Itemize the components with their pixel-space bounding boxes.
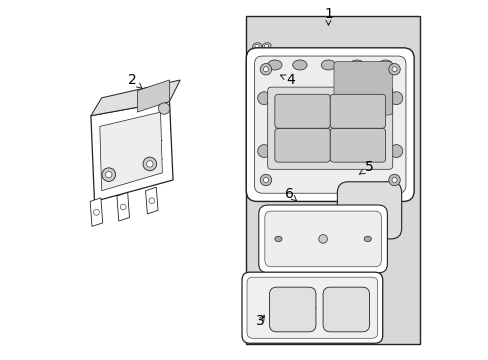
- Circle shape: [389, 92, 402, 105]
- Polygon shape: [90, 198, 102, 226]
- Ellipse shape: [264, 52, 268, 55]
- Circle shape: [158, 103, 169, 114]
- Circle shape: [260, 64, 271, 75]
- FancyBboxPatch shape: [274, 128, 329, 162]
- Polygon shape: [137, 80, 169, 112]
- Circle shape: [260, 174, 271, 186]
- FancyBboxPatch shape: [246, 48, 413, 202]
- Text: 3: 3: [256, 314, 264, 328]
- Circle shape: [318, 235, 326, 243]
- Polygon shape: [100, 112, 162, 191]
- Circle shape: [257, 92, 270, 105]
- Circle shape: [257, 145, 270, 157]
- Ellipse shape: [254, 52, 259, 55]
- Circle shape: [389, 145, 402, 157]
- Circle shape: [102, 168, 115, 181]
- Circle shape: [93, 210, 99, 215]
- Polygon shape: [91, 102, 173, 202]
- FancyBboxPatch shape: [323, 287, 369, 332]
- Ellipse shape: [264, 44, 268, 48]
- Text: 6: 6: [284, 187, 296, 201]
- Ellipse shape: [252, 43, 261, 49]
- Circle shape: [146, 161, 153, 167]
- Ellipse shape: [252, 51, 261, 57]
- FancyBboxPatch shape: [337, 182, 401, 239]
- FancyBboxPatch shape: [254, 56, 405, 193]
- Circle shape: [388, 174, 400, 186]
- FancyBboxPatch shape: [329, 128, 385, 162]
- Polygon shape: [117, 193, 129, 221]
- Circle shape: [149, 198, 154, 203]
- Text: 5: 5: [359, 161, 373, 175]
- Circle shape: [391, 177, 396, 183]
- Ellipse shape: [262, 51, 270, 57]
- Circle shape: [308, 304, 315, 311]
- Ellipse shape: [292, 60, 306, 70]
- FancyBboxPatch shape: [274, 94, 329, 128]
- Ellipse shape: [274, 236, 282, 242]
- FancyBboxPatch shape: [246, 277, 377, 338]
- Polygon shape: [145, 187, 158, 214]
- FancyBboxPatch shape: [333, 62, 391, 115]
- Circle shape: [143, 157, 156, 171]
- Circle shape: [263, 177, 268, 183]
- Ellipse shape: [364, 236, 370, 242]
- Ellipse shape: [262, 43, 270, 49]
- FancyBboxPatch shape: [267, 87, 392, 169]
- Circle shape: [120, 204, 126, 210]
- Bar: [246, 16, 419, 344]
- Text: 2: 2: [127, 73, 142, 88]
- FancyBboxPatch shape: [329, 94, 385, 128]
- FancyBboxPatch shape: [258, 205, 386, 273]
- Ellipse shape: [378, 60, 392, 70]
- Ellipse shape: [349, 60, 364, 70]
- Polygon shape: [91, 80, 180, 116]
- Text: 4: 4: [280, 73, 295, 87]
- Text: 1: 1: [324, 7, 332, 25]
- Circle shape: [105, 171, 112, 178]
- FancyBboxPatch shape: [269, 287, 315, 332]
- Circle shape: [263, 67, 268, 72]
- FancyBboxPatch shape: [264, 211, 381, 267]
- FancyBboxPatch shape: [242, 272, 382, 343]
- Ellipse shape: [267, 60, 282, 70]
- Circle shape: [388, 64, 400, 75]
- Ellipse shape: [321, 60, 335, 70]
- Ellipse shape: [254, 44, 259, 48]
- Circle shape: [391, 67, 396, 72]
